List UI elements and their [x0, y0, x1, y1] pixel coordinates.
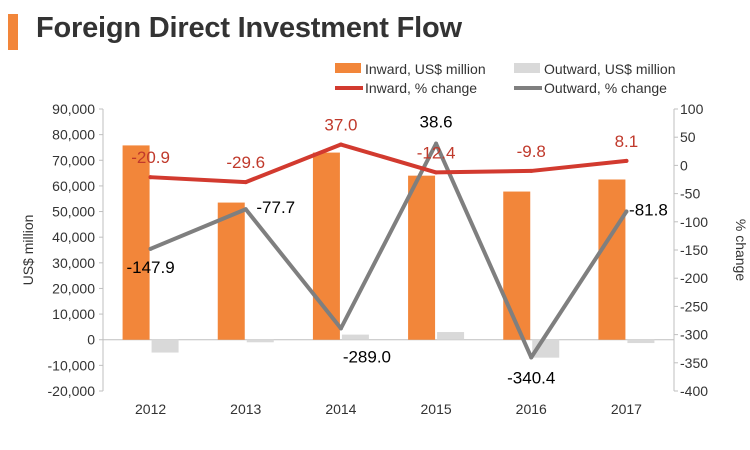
y2-tick-label: -250	[680, 298, 708, 314]
legend-label: Inward, % change	[365, 80, 477, 96]
y-axis-title: US$ million	[20, 215, 36, 286]
outward-pct-data-label: -81.8	[629, 201, 668, 220]
outward-pct-line-point	[624, 209, 629, 214]
x-tick-label: 2015	[421, 401, 452, 417]
outward-bar	[151, 339, 179, 353]
x-tick-label: 2017	[611, 401, 642, 417]
outward-pct-data-label: 38.6	[420, 113, 453, 132]
inward-pct-line-point	[529, 168, 534, 173]
y-tick-label: 60,000	[52, 178, 95, 194]
inward-pct-data-label: -20.9	[131, 148, 170, 167]
legend-label: Outward, % change	[544, 80, 667, 96]
y2-tick-label: -100	[680, 214, 708, 230]
y2-tick-label: -350	[680, 355, 708, 371]
y2-tick-label: 100	[680, 101, 704, 117]
inward-pct-line-point	[148, 175, 153, 180]
inward-pct-line-point	[243, 180, 248, 185]
outward-pct-data-label: -289.0	[343, 347, 391, 366]
y2-tick-label: -300	[680, 327, 708, 343]
outward-pct-line-point	[434, 141, 439, 146]
inward-bar	[217, 202, 245, 340]
outward-bar	[246, 339, 274, 343]
outward-pct-line-point	[529, 355, 534, 360]
inward-pct-line	[148, 142, 629, 185]
inward-bar	[122, 145, 150, 340]
y-tick-label: 40,000	[52, 229, 95, 245]
inward-pct-data-label: 8.1	[615, 132, 639, 151]
y2-tick-label: 50	[680, 129, 696, 145]
outward-pct-line-point	[338, 326, 343, 331]
inward-bar	[598, 179, 626, 340]
y2-tick-label: -200	[680, 270, 708, 286]
y2-tick-label: 0	[680, 157, 688, 173]
legend-swatch	[335, 63, 361, 73]
x-tick-label: 2014	[325, 401, 356, 417]
inward-pct-data-label: -12.4	[417, 143, 456, 162]
y2-tick-label: -400	[680, 383, 708, 399]
legend-swatch	[514, 63, 540, 73]
y2-tick-label: -50	[680, 186, 700, 202]
y-tick-label: 80,000	[52, 127, 95, 143]
outward-bar	[437, 332, 465, 340]
outward-pct-data-label: -147.9	[126, 258, 174, 277]
inward-bar	[503, 191, 531, 340]
outward-pct-data-label: -77.7	[256, 198, 295, 217]
y2-axis-title: % change	[733, 219, 749, 281]
y-tick-label: 10,000	[52, 306, 95, 322]
inward-pct-data-label: -29.6	[226, 153, 265, 172]
y-tick-label: 30,000	[52, 255, 95, 271]
inward-bar	[408, 175, 436, 340]
title-accent-bar	[8, 14, 18, 50]
inward-pct-data-label: -9.8	[517, 142, 546, 161]
outward-bar	[627, 339, 655, 344]
y-tick-label: 50,000	[52, 204, 95, 220]
inward-pct-line-point	[624, 158, 629, 163]
inward-pct-line-point	[434, 170, 439, 175]
outward-pct-line	[148, 141, 629, 360]
outward-pct-line-point	[148, 246, 153, 251]
legend-label: Inward, US$ million	[365, 61, 486, 77]
x-tick-label: 2013	[230, 401, 261, 417]
y-tick-label: -10,000	[48, 357, 96, 373]
inward-pct-line-point	[338, 142, 343, 147]
outward-bar	[341, 334, 369, 340]
y-tick-label: 0	[87, 332, 95, 348]
y-tick-label: 70,000	[52, 152, 95, 168]
outward-pct-data-label: -340.4	[507, 368, 555, 387]
inward-pct-data-label: 37.0	[324, 116, 357, 135]
x-tick-label: 2012	[135, 401, 166, 417]
chart-title: Foreign Direct Investment Flow	[36, 12, 462, 44]
x-tick-label: 2016	[516, 401, 547, 417]
y-tick-label: 20,000	[52, 280, 95, 296]
y2-tick-label: -150	[680, 242, 708, 258]
outward-pct-line-point	[243, 207, 248, 212]
y-tick-label: 90,000	[52, 101, 95, 117]
legend-label: Outward, US$ million	[544, 61, 676, 77]
y-tick-label: -20,000	[48, 383, 96, 399]
